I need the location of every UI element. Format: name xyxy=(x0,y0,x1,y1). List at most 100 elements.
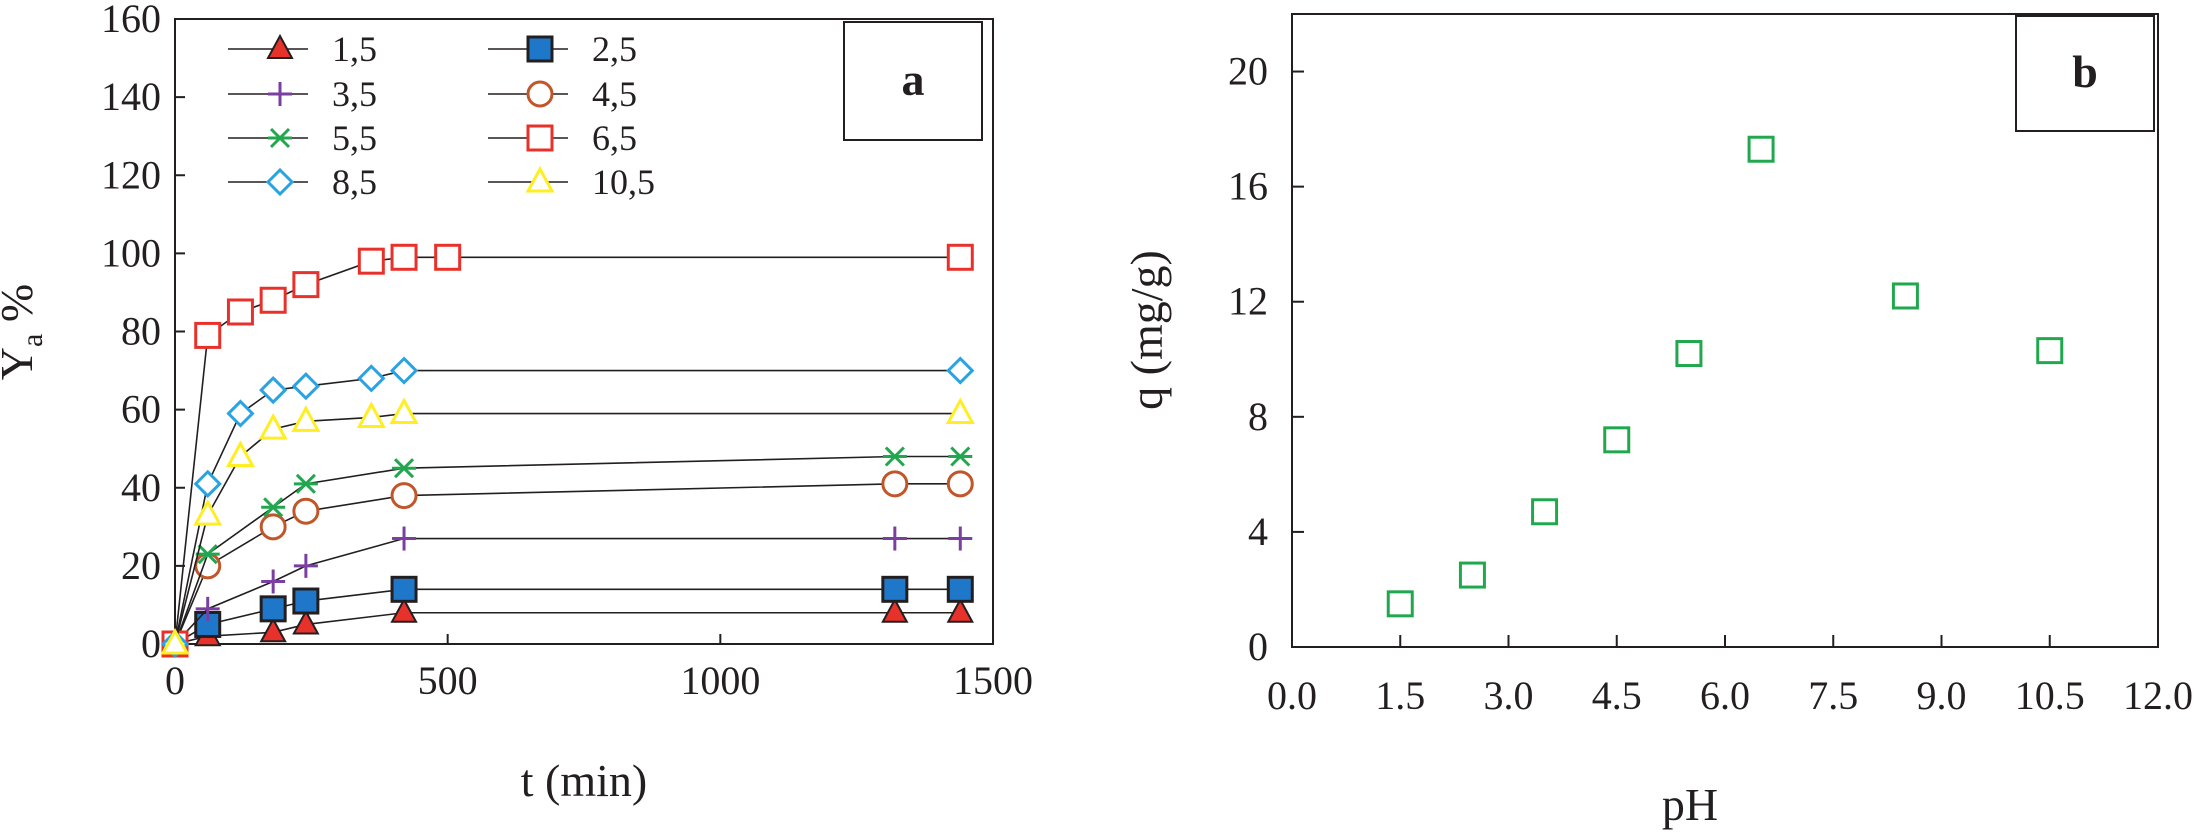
chart-b-point xyxy=(1531,498,1559,526)
chart-a-point xyxy=(882,526,907,551)
chart-a-point xyxy=(292,587,320,615)
chart-a-legend-marker xyxy=(266,33,294,59)
chart-a-point xyxy=(948,526,973,551)
chart-a-legend-marker xyxy=(526,124,554,152)
chart-a-point xyxy=(261,497,286,518)
chart-a-point xyxy=(434,243,462,271)
chart-b-x-tick-label: 3.0 xyxy=(1484,673,1534,718)
chart-b-point xyxy=(1675,340,1703,368)
chart-a-point xyxy=(195,544,220,565)
chart-a-point xyxy=(392,458,417,479)
chart-a-series-6 xyxy=(161,243,974,658)
chart-a-legend-label: 2,5 xyxy=(592,29,637,69)
chart-a-label-box xyxy=(843,21,983,141)
chart-a-series-line xyxy=(174,611,961,645)
chart-a-legend-item: 4,5 xyxy=(488,74,637,114)
chart-a-point xyxy=(946,575,974,603)
chart-b-point xyxy=(1891,282,1919,310)
chart-a-x-tick-label: 0 xyxy=(165,658,185,703)
chart-a-point xyxy=(293,553,318,578)
chart-a-legend-marker xyxy=(268,82,292,106)
chart-a-x-tick-label: 1500 xyxy=(953,658,1033,703)
chart-b-point xyxy=(1386,590,1414,618)
chart-a-series-8 xyxy=(160,397,975,655)
chart-a-axes: 0 20 40 60 80 100 120 140 160 0 500 1000 1500 xyxy=(101,0,1033,703)
chart-b-x-tick-label: 0.0 xyxy=(1267,673,1317,718)
chart-a-y-tick-label: 120 xyxy=(101,152,161,197)
chart-a-legend-item: 3,5 xyxy=(228,74,377,114)
chart-a-y-title-sub: a xyxy=(16,334,49,347)
chart-b-y-tick-label: 20 xyxy=(1228,49,1268,94)
chart-a-legend: 1,5 2,5 3,5 4,5 5,5 6,5 8,5 10,5 xyxy=(228,29,655,202)
chart-a-point xyxy=(193,469,222,498)
chart-a-point xyxy=(194,552,222,580)
chart-a-point xyxy=(390,482,418,510)
chart-a-legend-item: 1,5 xyxy=(228,29,377,69)
chart-a-point xyxy=(259,375,288,405)
chart-a-point xyxy=(881,470,909,498)
chart-b-series xyxy=(1386,135,2064,618)
chart-a-point xyxy=(946,243,974,271)
chart-a-point xyxy=(226,298,254,326)
chart-a-legend-label: 5,5 xyxy=(332,118,377,158)
chart-b-point xyxy=(2036,337,2064,365)
chart-a-point xyxy=(356,401,386,428)
chart-b-x-tick-label: 10.5 xyxy=(2015,673,2085,718)
chart-a-point xyxy=(390,575,418,603)
chart-b-panel-label: b xyxy=(2072,46,2098,97)
svg-text:Ya %: Ya % xyxy=(0,284,49,380)
chart-a-legend-item: 2,5 xyxy=(488,29,637,69)
chart-a-point xyxy=(392,526,417,551)
chart-a-legend-item: 8,5 xyxy=(228,162,377,202)
chart-a-point xyxy=(259,286,287,314)
chart-b: 0 4 8 12 16 20 0.0 1.5 3.0 4.5 6.0 7.5 9.0 10.5 12.0 b… xyxy=(1121,13,2193,830)
chart-a-point xyxy=(261,569,286,594)
chart-b-point xyxy=(1458,561,1486,589)
chart-a-y-tick-label: 0 xyxy=(141,621,161,666)
chart-a-point xyxy=(881,597,909,623)
chart-b-y-axis-title: q (mg/g) xyxy=(1121,250,1172,410)
chart-a-legend-marker xyxy=(525,165,555,193)
chart-a-point xyxy=(258,413,288,440)
chart-b-x-tick-label: 9.0 xyxy=(1917,673,1967,718)
chart-a-x-tick-label: 500 xyxy=(418,658,478,703)
chart-a-point xyxy=(194,321,222,349)
chart-a-series-4 xyxy=(161,470,974,658)
chart-a: 0 20 40 60 80 100 120 140 160 0 500 1000 1500 1,5 2,5… xyxy=(0,0,1033,806)
chart-a-legend-marker xyxy=(268,127,292,149)
chart-b-x-tick-label: 12.0 xyxy=(2123,673,2193,718)
chart-a-y-title-main: Y xyxy=(0,347,42,380)
chart-a-point xyxy=(292,271,320,299)
chart-b-x-tick-label: 6.0 xyxy=(1700,673,1750,718)
chart-a-legend-label: 4,5 xyxy=(592,74,637,114)
chart-a-point xyxy=(946,470,974,498)
chart-a-y-title-tail: % xyxy=(0,284,42,334)
chart-b-x-axis-title: pH xyxy=(1662,779,1718,830)
chart-a-legend-label: 3,5 xyxy=(332,74,377,114)
chart-a-point xyxy=(259,595,287,623)
chart-a-point xyxy=(357,364,386,393)
chart-a-point xyxy=(390,243,418,271)
chart-a-point xyxy=(293,473,318,494)
chart-a-point xyxy=(259,513,287,541)
chart-a-point xyxy=(259,617,287,643)
chart-a-point xyxy=(390,597,418,623)
chart-a-x-axis-title: t (min) xyxy=(521,755,647,806)
chart-a-legend-label: 6,5 xyxy=(592,118,637,158)
chart-a-point xyxy=(193,498,223,526)
chart-a-y-axis-title: Ya % xyxy=(0,284,49,380)
chart-a-point xyxy=(948,446,973,467)
chart-a-point xyxy=(292,609,320,635)
chart-a-y-tick-label: 140 xyxy=(101,74,161,119)
chart-a-point xyxy=(291,405,321,432)
chart-a-point xyxy=(226,399,255,428)
chart-a-legend-item: 5,5 xyxy=(228,118,377,158)
chart-a-y-tick-label: 60 xyxy=(121,387,161,432)
chart-a-point xyxy=(357,247,385,275)
chart-a-legend-item: 10,5 xyxy=(488,162,655,202)
chart-a-legend-label: 8,5 xyxy=(332,162,377,202)
chart-a-legend-marker xyxy=(526,80,554,108)
chart-a-point xyxy=(389,356,419,385)
chart-a-legend-label: 10,5 xyxy=(592,162,655,202)
